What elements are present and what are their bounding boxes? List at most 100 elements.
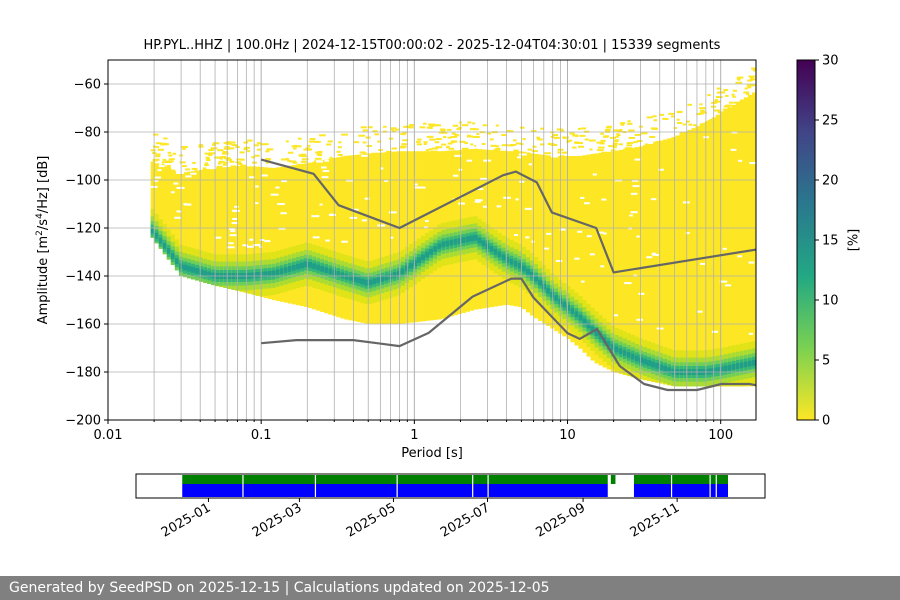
density-speck: [688, 123, 693, 126]
density-hole: [246, 245, 254, 248]
density-speck: [219, 157, 223, 160]
density-speck: [157, 148, 164, 151]
density-band: [195, 268, 200, 274]
density-speck: [723, 105, 730, 108]
density-speck: [615, 135, 619, 138]
density-hole: [477, 188, 484, 191]
density-hole: [749, 162, 756, 165]
density-column: [203, 169, 208, 283]
density-band: [618, 348, 624, 355]
density-speck: [198, 145, 204, 148]
density-hole: [458, 145, 464, 148]
density-speck: [353, 141, 360, 144]
density-speck: [337, 159, 341, 162]
density-band: [743, 361, 749, 368]
density-speck: [626, 142, 634, 145]
density-hole: [524, 207, 532, 210]
density-speck: [662, 117, 669, 120]
timeline-tick-label: 2025-05: [344, 500, 399, 540]
density-hole: [586, 235, 592, 238]
y-tick-label: −200: [65, 414, 101, 429]
density-speck: [668, 112, 675, 115]
density-column: [590, 153, 595, 361]
density-hole: [361, 154, 369, 157]
density-column: [715, 114, 721, 387]
density-speck: [531, 150, 538, 153]
density-speck: [164, 143, 169, 146]
density-hole: [316, 160, 323, 163]
density-band: [308, 262, 313, 268]
density-column: [517, 151, 523, 307]
density-hole: [638, 292, 645, 295]
density-speck: [200, 174, 206, 177]
density-band: [554, 295, 559, 301]
density-hole: [631, 179, 639, 182]
density-speck: [616, 130, 623, 133]
density-band: [582, 318, 587, 325]
density-speck: [286, 159, 291, 162]
density-column: [324, 159, 329, 314]
density-speck: [318, 134, 326, 137]
density-column: [239, 165, 244, 292]
density-speck: [610, 149, 616, 152]
density-band: [340, 272, 345, 279]
density-speck: [486, 132, 492, 135]
density-speck: [230, 165, 237, 168]
density-hole: [755, 297, 756, 300]
density-speck: [566, 139, 573, 142]
density-speck: [746, 93, 750, 96]
density-speck: [640, 132, 648, 135]
density-column: [735, 102, 741, 387]
density-column: [598, 152, 604, 366]
density-speck: [152, 158, 160, 161]
density-hole: [215, 236, 222, 239]
density-speck: [555, 136, 560, 139]
density-speck: [206, 159, 211, 162]
density-column: [667, 138, 672, 386]
density-band: [731, 364, 737, 370]
density-speck: [316, 153, 322, 156]
density-speck: [731, 93, 735, 96]
density-band: [457, 238, 462, 244]
density-speck: [315, 151, 321, 154]
density-band: [546, 287, 551, 294]
density-speck: [539, 143, 545, 146]
density-column: [525, 152, 531, 313]
density-speck: [456, 128, 462, 131]
density-hole: [424, 220, 429, 223]
density-band: [485, 243, 491, 250]
density-column: [267, 167, 273, 300]
density-band: [304, 261, 309, 268]
availability-green-bar: [633, 475, 728, 484]
density-band: [586, 322, 591, 329]
density-hole: [592, 173, 597, 176]
density-speck: [303, 148, 311, 151]
density-speck: [417, 138, 422, 141]
density-speck: [700, 111, 707, 114]
density-band: [199, 269, 204, 275]
density-hole: [259, 238, 265, 241]
timeline-tick-label: 2025-11: [628, 500, 683, 540]
density-speck: [584, 138, 589, 141]
density-hole: [164, 163, 170, 166]
density-speck: [327, 140, 333, 143]
density-speck: [743, 91, 750, 94]
density-speck: [243, 141, 249, 144]
y-axis-label: Amplitude [m2/s4/Hz] [dB]: [34, 155, 52, 325]
density-speck: [515, 142, 522, 145]
density-band: [590, 326, 595, 333]
density-column: [417, 151, 422, 322]
density-speck: [297, 163, 302, 166]
density-band: [723, 365, 729, 372]
density-band: [562, 301, 567, 308]
density-column: [364, 153, 370, 324]
density-speck: [256, 142, 262, 145]
density-speck: [448, 147, 455, 150]
density-speck: [561, 151, 568, 154]
density-speck: [423, 141, 428, 144]
density-speck: [655, 140, 660, 143]
density-speck: [608, 153, 613, 156]
density-band: [505, 256, 511, 263]
density-speck: [372, 130, 378, 133]
density-column: [679, 133, 684, 387]
